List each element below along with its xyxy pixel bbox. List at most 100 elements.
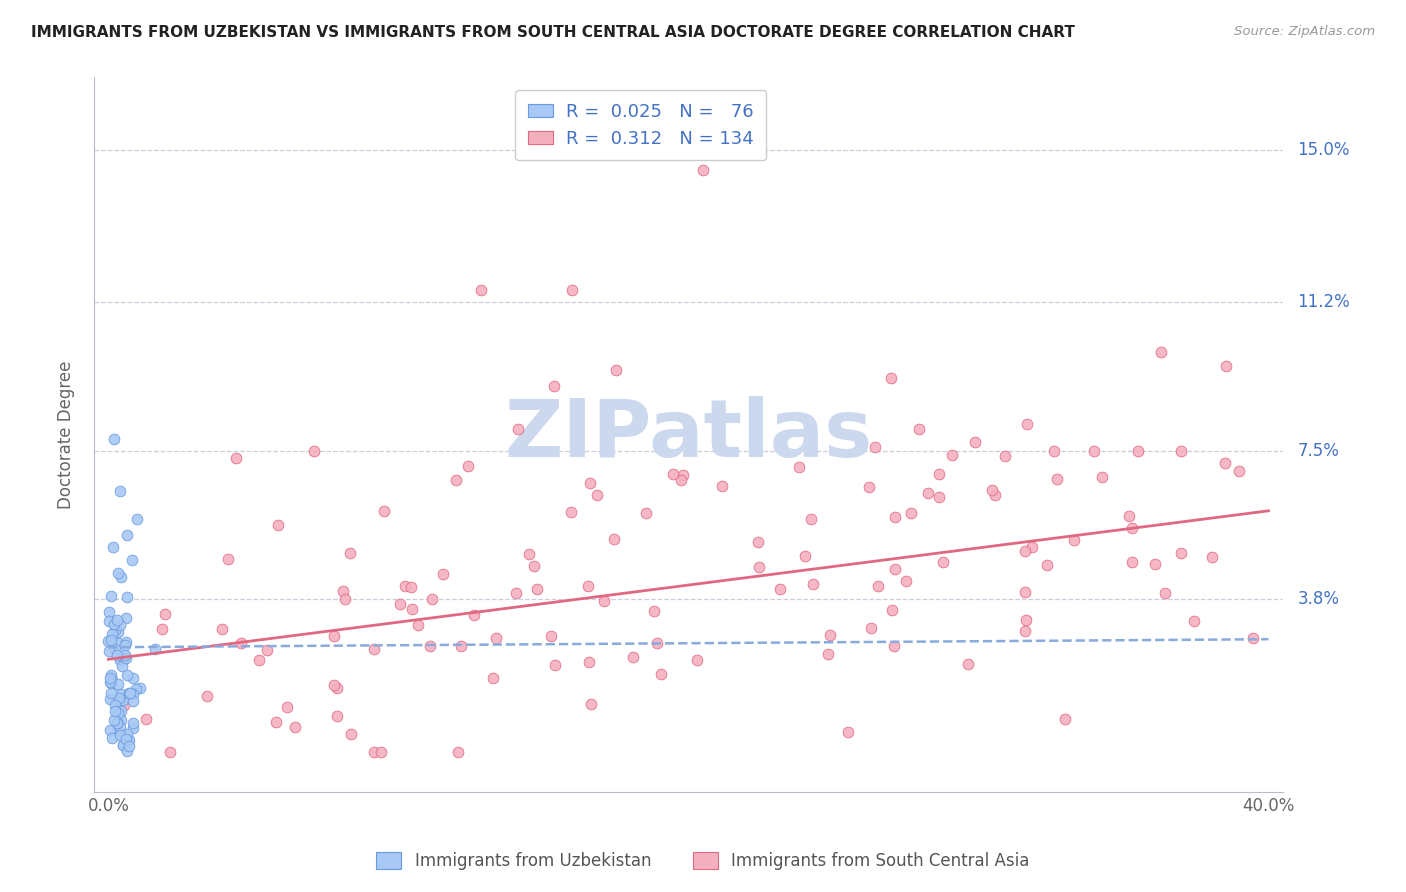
- Point: [110, 704, 132, 718]
- Point: [1118, 508, 1140, 523]
- Point: [125, 682, 148, 697]
- Point: [105, 648, 128, 662]
- Point: [401, 580, 423, 594]
- Point: [984, 488, 1007, 502]
- Text: 7.5%: 7.5%: [1298, 442, 1339, 459]
- Point: [117, 527, 139, 541]
- Point: [907, 422, 929, 436]
- Point: [917, 486, 939, 500]
- Y-axis label: Doctorate Degree: Doctorate Degree: [58, 360, 75, 508]
- Text: 15.0%: 15.0%: [1298, 141, 1350, 159]
- Point: [661, 467, 683, 481]
- Point: [101, 627, 124, 641]
- Point: [97, 633, 120, 648]
- Point: [104, 623, 127, 637]
- Point: [748, 559, 770, 574]
- Point: [1063, 533, 1085, 548]
- Point: [129, 681, 152, 695]
- Point: [1015, 613, 1038, 627]
- Point: [302, 444, 325, 458]
- Point: [121, 687, 143, 701]
- Point: [110, 653, 132, 667]
- Point: [107, 636, 129, 650]
- Point: [669, 474, 692, 488]
- Point: [787, 459, 810, 474]
- Point: [643, 605, 665, 619]
- Point: [103, 432, 125, 446]
- Point: [692, 162, 714, 177]
- Point: [621, 649, 644, 664]
- Point: [118, 685, 141, 699]
- Point: [592, 594, 614, 608]
- Point: [894, 574, 917, 589]
- Point: [1054, 713, 1077, 727]
- Point: [110, 721, 132, 735]
- Point: [100, 676, 122, 690]
- Point: [868, 579, 890, 593]
- Point: [103, 713, 125, 727]
- Point: [543, 658, 565, 673]
- Point: [115, 731, 138, 746]
- Point: [1121, 521, 1143, 535]
- Point: [115, 744, 138, 758]
- Point: [603, 532, 626, 546]
- Point: [686, 653, 709, 667]
- Point: [104, 642, 127, 657]
- Point: [1017, 417, 1039, 431]
- Point: [104, 698, 127, 713]
- Point: [339, 727, 361, 741]
- Text: Source: ZipAtlas.com: Source: ZipAtlas.com: [1234, 25, 1375, 38]
- Point: [108, 483, 131, 498]
- Point: [150, 623, 173, 637]
- Point: [1046, 472, 1069, 486]
- Point: [523, 558, 546, 573]
- Point: [1126, 443, 1149, 458]
- Point: [801, 577, 824, 591]
- Point: [112, 651, 135, 665]
- Point: [1091, 469, 1114, 483]
- Point: [195, 690, 218, 704]
- Text: 3.8%: 3.8%: [1298, 591, 1340, 608]
- Point: [111, 739, 134, 753]
- Point: [578, 655, 600, 669]
- Point: [276, 700, 298, 714]
- Point: [505, 586, 527, 600]
- Point: [526, 582, 548, 596]
- Point: [447, 745, 470, 759]
- Point: [818, 628, 841, 642]
- Point: [105, 714, 128, 729]
- Point: [100, 674, 122, 689]
- Point: [432, 567, 454, 582]
- Point: [121, 694, 143, 708]
- Point: [419, 640, 441, 654]
- Point: [586, 488, 609, 502]
- Point: [865, 441, 887, 455]
- Point: [941, 448, 963, 462]
- Point: [100, 691, 122, 706]
- Point: [108, 728, 131, 742]
- Point: [107, 691, 129, 706]
- Point: [1083, 443, 1105, 458]
- Point: [517, 547, 540, 561]
- Point: [97, 605, 120, 619]
- Point: [333, 591, 356, 606]
- Point: [225, 450, 247, 465]
- Point: [105, 716, 128, 731]
- Point: [880, 371, 903, 385]
- Text: 11.2%: 11.2%: [1298, 293, 1350, 311]
- Point: [883, 562, 905, 576]
- Point: [463, 607, 485, 622]
- Legend: Immigrants from Uzbekistan, Immigrants from South Central Asia: Immigrants from Uzbekistan, Immigrants f…: [370, 845, 1036, 877]
- Point: [115, 611, 138, 625]
- Point: [1121, 555, 1143, 569]
- Point: [884, 509, 907, 524]
- Point: [323, 678, 346, 692]
- Point: [928, 467, 950, 481]
- Point: [110, 714, 132, 728]
- Point: [323, 629, 346, 643]
- Point: [994, 449, 1017, 463]
- Text: IMMIGRANTS FROM UZBEKISTAN VS IMMIGRANTS FROM SOUTH CENTRAL ASIA DOCTORATE DEGRE: IMMIGRANTS FROM UZBEKISTAN VS IMMIGRANTS…: [31, 25, 1074, 40]
- Point: [135, 713, 157, 727]
- Point: [247, 653, 270, 667]
- Point: [229, 636, 252, 650]
